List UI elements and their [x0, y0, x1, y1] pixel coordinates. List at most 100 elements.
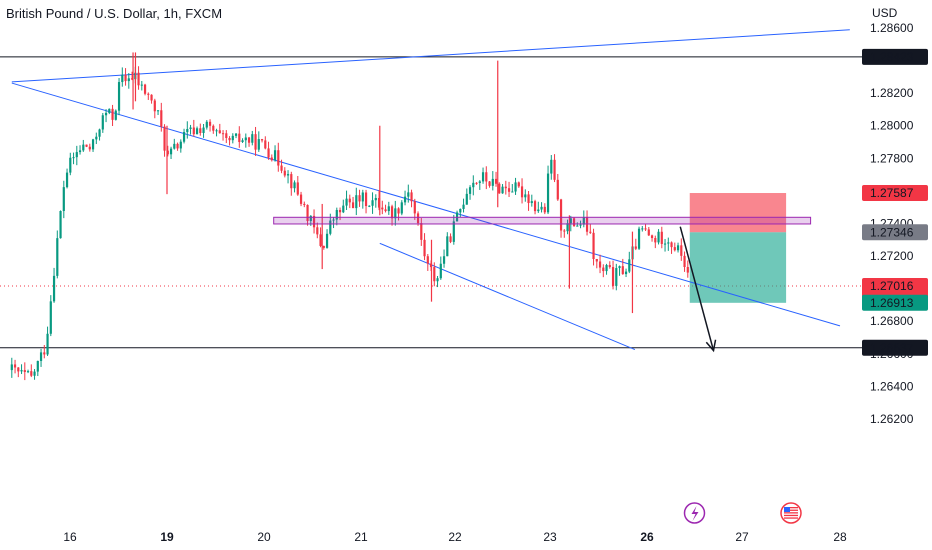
- candle-body: [358, 195, 361, 202]
- candle-body: [611, 267, 615, 286]
- candle-body: [598, 261, 602, 268]
- candle-body: [478, 181, 481, 183]
- candle-body: [524, 194, 527, 198]
- candle-body: [153, 100, 156, 112]
- candle-body: [686, 267, 689, 273]
- candle-body: [660, 231, 663, 244]
- candle-body: [436, 278, 439, 282]
- candle-body: [507, 188, 511, 192]
- x-tick-label: 26: [640, 530, 654, 544]
- candle-body: [546, 173, 550, 213]
- candle-body: [387, 206, 390, 212]
- candle-body: [439, 263, 442, 279]
- candle-body: [491, 178, 494, 186]
- candle-body: [572, 218, 576, 227]
- candle-body: [23, 370, 26, 373]
- x-tick-label: 20: [257, 530, 271, 544]
- candle-body: [511, 191, 514, 193]
- y-tick-label: 1.27800: [870, 151, 914, 165]
- candle-body: [579, 224, 582, 226]
- stop-loss-zone: [689, 193, 787, 233]
- candle-body: [329, 220, 332, 234]
- target-arrow-head: [705, 339, 717, 353]
- price-tag-text: 1.28423: [870, 50, 914, 64]
- candle-body: [533, 201, 537, 212]
- candle-body: [621, 266, 624, 275]
- us-flag-event-icon: [780, 502, 802, 524]
- candle-body: [43, 352, 46, 355]
- candle-body: [569, 218, 572, 224]
- candle-body: [540, 206, 543, 210]
- x-tick-label: 28: [833, 530, 847, 544]
- candle-body: [192, 127, 195, 135]
- candle-body: [13, 364, 17, 368]
- candle-body: [520, 186, 524, 198]
- candle-body: [413, 201, 416, 214]
- candle-body: [163, 126, 166, 151]
- candle-body: [517, 182, 520, 187]
- candle-body: [452, 221, 455, 242]
- candle-body: [410, 192, 413, 202]
- candle-body: [182, 132, 186, 142]
- x-tick-label: 27: [735, 530, 749, 544]
- candle-body: [371, 200, 374, 206]
- candle-body: [59, 211, 62, 239]
- trend-line-long-trend: [11, 29, 850, 83]
- candle-body: [160, 110, 163, 127]
- candle-body: [218, 130, 221, 134]
- candle-body: [124, 74, 127, 82]
- y-tick-label: 1.26200: [870, 412, 914, 426]
- candle-body: [325, 233, 329, 248]
- candle-body: [351, 202, 355, 209]
- candle-body: [618, 266, 621, 269]
- candle-body: [553, 159, 556, 180]
- candle-body: [394, 208, 397, 219]
- candle-body: [225, 133, 228, 139]
- candle-body: [654, 238, 657, 243]
- candle-body: [322, 245, 325, 248]
- candle-body: [199, 128, 202, 133]
- x-tick-label: 19: [160, 530, 174, 544]
- candle-body: [559, 199, 563, 231]
- candle-body: [117, 82, 121, 111]
- candle-body: [228, 138, 231, 141]
- candle-body: [316, 227, 319, 235]
- candle-body: [244, 137, 247, 141]
- flag-stripe: [784, 507, 798, 509]
- candle-body: [319, 234, 322, 246]
- flag-stripe: [784, 517, 798, 519]
- candle-body: [449, 236, 452, 242]
- candle-body: [504, 186, 507, 189]
- candle-body: [293, 182, 296, 189]
- candle-body: [663, 243, 667, 245]
- candle-body: [582, 217, 585, 225]
- candle-body: [472, 182, 475, 188]
- take-profit-zone: [689, 232, 787, 303]
- candle-body: [465, 193, 468, 205]
- lightning-icon-bolt: [691, 506, 699, 521]
- candle-body: [273, 150, 277, 161]
- candle-body: [368, 205, 371, 207]
- candle-body: [290, 174, 293, 189]
- candle-body: [143, 84, 147, 94]
- candle-body: [332, 219, 335, 221]
- candle-body: [420, 223, 423, 240]
- candle-body: [377, 197, 381, 208]
- candle-body: [46, 333, 49, 355]
- candle-body: [140, 84, 143, 86]
- candle-body: [637, 228, 641, 249]
- candle-body: [127, 78, 130, 82]
- x-tick-label: 23: [543, 530, 557, 544]
- candle-body: [589, 231, 592, 233]
- candle-body: [169, 148, 173, 155]
- candle-body: [592, 232, 595, 259]
- chart-title: British Pound / U.S. Dollar, 1h, FXCM: [6, 6, 223, 21]
- candle-body: [82, 144, 85, 151]
- lightning-event-icon: [683, 502, 706, 524]
- candle-body: [361, 192, 364, 202]
- candle-body: [179, 141, 182, 149]
- candle-body: [251, 134, 254, 143]
- candle-body: [680, 245, 683, 256]
- candle-body: [576, 225, 579, 227]
